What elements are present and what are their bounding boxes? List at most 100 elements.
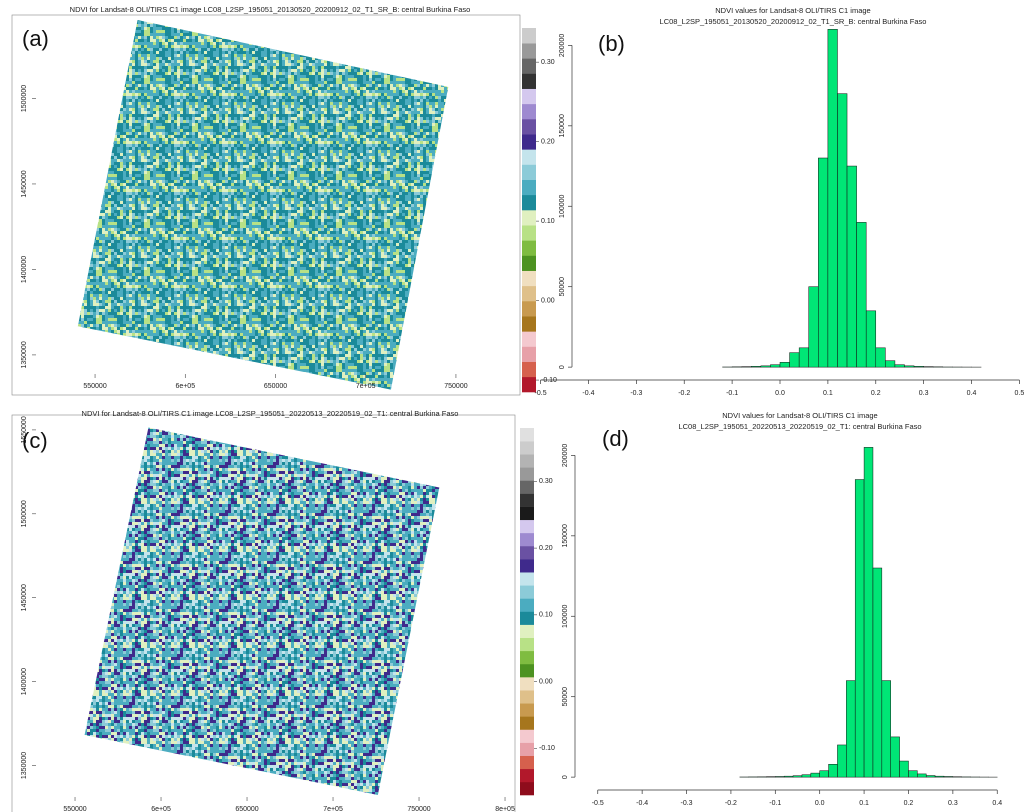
histogram-bar xyxy=(775,776,785,778)
histogram-bar xyxy=(819,770,829,778)
x-tick-label: 7e+05 xyxy=(356,383,376,390)
colorbar-swatch xyxy=(520,755,534,770)
colorbar-swatch xyxy=(522,43,536,59)
histogram-bar xyxy=(808,286,819,368)
y-tick-label: 100000 xyxy=(562,604,569,627)
colorbar-tick-label: -0.10 xyxy=(541,377,557,384)
colorbar-tick-label: 0.30 xyxy=(539,478,553,485)
colorbar-swatch xyxy=(520,624,534,639)
histogram-bar xyxy=(837,93,848,368)
y-tick-label: 200000 xyxy=(559,34,566,57)
x-tick-label: 0.0 xyxy=(815,800,825,807)
colorbar-swatch xyxy=(520,729,534,743)
chart-title: NDVI values for Landsat-8 OLI/TIRS C1 im… xyxy=(722,411,877,420)
colorbar-swatch xyxy=(520,677,534,691)
x-tick-label: 0.1 xyxy=(823,390,833,397)
chart-title: LC08_L2SP_195051_20220513_20220519_02_T1… xyxy=(678,422,921,431)
histogram-bar xyxy=(865,310,877,368)
x-tick-label: -0.5 xyxy=(592,800,604,807)
histogram-bar xyxy=(854,479,865,778)
histogram-bar xyxy=(810,772,820,778)
ndvi-raster xyxy=(84,427,440,795)
histogram-bar xyxy=(894,364,905,368)
x-tick-label: -0.2 xyxy=(725,800,737,807)
colorbar-swatch xyxy=(522,376,536,393)
y-tick-label: 1450000 xyxy=(21,170,28,197)
colorbar-swatch xyxy=(520,572,534,586)
chart-title: NDVI for Landsat-8 OLI/TIRS C1 image LC0… xyxy=(70,5,471,14)
x-tick-label: 0.2 xyxy=(904,800,914,807)
histogram-bar xyxy=(846,165,857,368)
colorbar-swatch xyxy=(522,164,536,180)
plot-frame xyxy=(11,414,516,812)
x-tick-label: 0.3 xyxy=(948,800,958,807)
colorbar-swatch xyxy=(520,598,534,612)
colorbar-swatch xyxy=(520,428,534,442)
histogram-bar xyxy=(751,366,762,368)
colorbar-swatch xyxy=(522,316,536,332)
y-tick-label: 200000 xyxy=(562,444,569,467)
colorbar-swatch xyxy=(520,781,534,796)
histogram-bar xyxy=(881,680,891,778)
colorbar-swatch xyxy=(520,532,534,547)
colorbar-swatch xyxy=(520,519,534,534)
panel-label: (a) xyxy=(22,26,49,51)
y-tick-label: 1400000 xyxy=(21,256,28,283)
histogram-bar xyxy=(827,29,838,368)
colorbar-tick-label: -0.10 xyxy=(539,745,555,752)
colorbar-swatch xyxy=(522,103,536,120)
x-tick-label: 650000 xyxy=(264,383,287,390)
x-tick-label: 0.4 xyxy=(967,390,977,397)
colorbar-swatch xyxy=(522,73,536,89)
x-tick-label: -0.1 xyxy=(769,800,781,807)
colorbar-tick-label: 0.10 xyxy=(541,218,555,225)
colorbar-swatch xyxy=(522,134,536,150)
colorbar-swatch xyxy=(522,28,536,44)
y-tick-label: 50000 xyxy=(562,687,569,707)
x-tick-label: 0.0 xyxy=(775,390,785,397)
panel-label: (b) xyxy=(598,31,625,56)
histogram-bar xyxy=(770,364,781,368)
colorbar-swatch xyxy=(522,285,536,302)
colorbar-swatch xyxy=(522,179,536,196)
colorbar-tick-label: 0.20 xyxy=(541,138,555,145)
chart-title: LC08_L2SP_195051_20130520_20200912_02_T1… xyxy=(660,17,927,26)
colorbar-swatch xyxy=(522,88,536,105)
histogram-bar xyxy=(899,760,909,778)
x-tick-label: 550000 xyxy=(83,383,106,390)
x-tick-label: 8e+05 xyxy=(495,806,515,812)
x-tick-label: -0.3 xyxy=(630,390,642,397)
x-tick-label: 550000 xyxy=(63,806,86,812)
histogram-bar xyxy=(917,773,927,778)
panel-label: (c) xyxy=(22,428,48,453)
y-tick-label: 1350000 xyxy=(21,752,28,779)
colorbar-swatch xyxy=(522,270,536,287)
histogram-bar xyxy=(779,362,790,368)
histogram-bar xyxy=(934,775,945,778)
y-tick-label: 150000 xyxy=(559,114,566,137)
colorbar-swatch xyxy=(520,716,534,730)
colorbar-swatch xyxy=(522,149,536,165)
histogram-bar xyxy=(789,352,800,368)
x-tick-label: -0.4 xyxy=(636,800,648,807)
histogram-bar xyxy=(818,157,829,368)
histogram-bar xyxy=(760,365,771,368)
colorbar-swatch xyxy=(520,493,534,507)
histogram-bar xyxy=(890,736,900,778)
y-tick-label: 150000 xyxy=(562,524,569,547)
x-tick-label: 750000 xyxy=(407,806,430,812)
colorbar-tick-label: 0.10 xyxy=(539,612,553,619)
y-tick-label: 0 xyxy=(559,365,566,369)
histogram-bar xyxy=(801,774,812,778)
colorbar-swatch xyxy=(522,346,536,362)
x-tick-label: 0.4 xyxy=(992,800,1002,807)
x-tick-label: -0.4 xyxy=(582,390,594,397)
colorbar-swatch xyxy=(520,454,534,468)
colorbar-swatch xyxy=(522,255,536,271)
colorbar-swatch xyxy=(522,361,536,378)
colorbar-tick-label: 0.00 xyxy=(539,678,553,685)
histogram-bar xyxy=(872,567,883,778)
colorbar-tick-label: 0.00 xyxy=(541,297,555,304)
colorbar-swatch xyxy=(520,467,534,481)
